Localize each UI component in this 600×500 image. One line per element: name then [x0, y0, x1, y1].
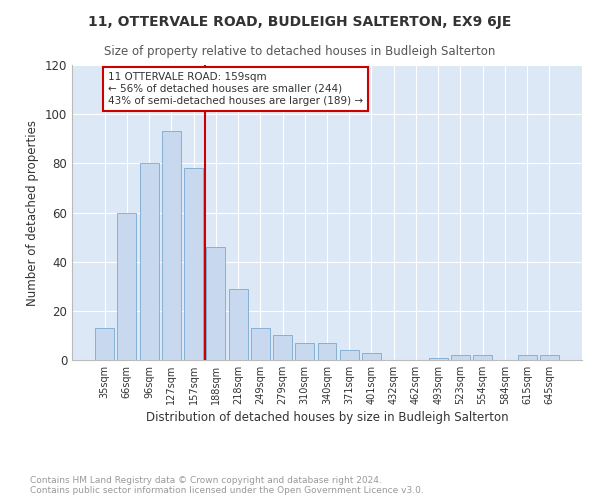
- Bar: [317, 343, 337, 360]
- Text: 11, OTTERVALE ROAD, BUDLEIGH SALTERTON, EX9 6JE: 11, OTTERVALE ROAD, BUDLEIGH SALTERTON, …: [88, 15, 512, 29]
- Bar: [295, 343, 314, 360]
- Bar: [540, 355, 559, 360]
- Bar: [429, 358, 448, 360]
- Bar: [362, 352, 381, 360]
- Bar: [229, 288, 248, 360]
- Bar: [118, 212, 136, 360]
- Text: Size of property relative to detached houses in Budleigh Salterton: Size of property relative to detached ho…: [104, 45, 496, 58]
- Bar: [451, 355, 470, 360]
- Bar: [340, 350, 359, 360]
- Text: Contains HM Land Registry data © Crown copyright and database right 2024.
Contai: Contains HM Land Registry data © Crown c…: [30, 476, 424, 495]
- Bar: [273, 336, 292, 360]
- Bar: [473, 355, 492, 360]
- X-axis label: Distribution of detached houses by size in Budleigh Salterton: Distribution of detached houses by size …: [146, 411, 508, 424]
- Y-axis label: Number of detached properties: Number of detached properties: [26, 120, 39, 306]
- Bar: [140, 164, 158, 360]
- Bar: [251, 328, 270, 360]
- Text: 11 OTTERVALE ROAD: 159sqm
← 56% of detached houses are smaller (244)
43% of semi: 11 OTTERVALE ROAD: 159sqm ← 56% of detac…: [108, 72, 363, 106]
- Bar: [184, 168, 203, 360]
- Bar: [162, 132, 181, 360]
- Bar: [518, 355, 536, 360]
- Bar: [206, 247, 225, 360]
- Bar: [95, 328, 114, 360]
